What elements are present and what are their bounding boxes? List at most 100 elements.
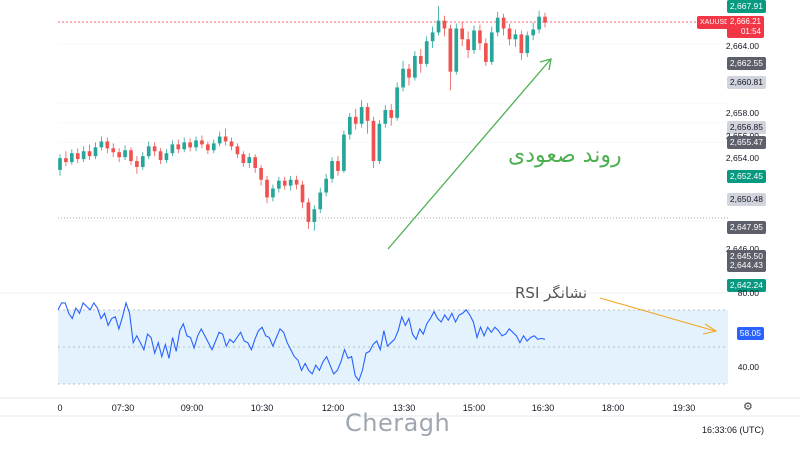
candle-body <box>495 17 500 33</box>
candle-body <box>64 158 68 163</box>
candle-body <box>288 179 293 186</box>
candle-body <box>129 150 133 162</box>
candle-body <box>146 146 151 157</box>
candle-body <box>164 153 169 161</box>
time-axis-label: 15:00 <box>462 403 486 413</box>
candle-body <box>478 30 482 44</box>
candle-body <box>312 209 317 222</box>
candle-body <box>188 142 192 148</box>
candle-body <box>466 39 470 51</box>
candle-body <box>306 202 311 222</box>
candle-body <box>519 34 524 54</box>
watermark-logo: Cheragh <box>345 409 451 437</box>
candle-body <box>448 28 453 72</box>
candles <box>58 5 547 231</box>
candle-body <box>383 110 388 124</box>
candle-body <box>282 180 287 186</box>
candle-body <box>371 120 376 162</box>
candle-body <box>229 141 234 147</box>
price-axis-label: 2,650.48 <box>726 193 766 206</box>
rsi-indicator-annotation: نشانگر RSI <box>515 284 588 302</box>
price-axis-label: 2,660.81 <box>726 76 766 89</box>
candle-body <box>247 157 252 164</box>
candle-body <box>300 184 305 203</box>
rsi-value-badge: 58.05 <box>736 327 764 340</box>
candle-body <box>347 116 352 135</box>
candle-body <box>318 192 323 210</box>
candle-body <box>117 152 121 158</box>
candle-body <box>430 32 435 42</box>
candle-body <box>531 29 536 36</box>
gear-icon[interactable]: ⚙ <box>743 401 753 413</box>
candle-body <box>401 68 405 88</box>
candle-body <box>265 179 269 198</box>
candle-body <box>253 157 258 168</box>
candle-body <box>294 179 299 185</box>
candle-body <box>395 87 399 118</box>
price-gridlines <box>58 43 728 222</box>
candle-body <box>353 116 358 124</box>
candle-body <box>342 134 346 171</box>
rsi-axis-label-80: 80.00 <box>737 288 759 298</box>
rsi-pointer-arrowhead-icon <box>702 323 718 335</box>
candle-body <box>407 68 411 78</box>
candle-body <box>176 144 181 150</box>
candle-body <box>170 144 175 154</box>
rsi-axis-label-40: 40.00 <box>737 362 759 372</box>
candle-body <box>81 151 86 160</box>
time-axis-label: 10:30 <box>250 403 274 413</box>
price-axis-label: 2,662.55 <box>726 57 766 70</box>
candle-body <box>454 28 459 72</box>
candle-body <box>489 32 494 62</box>
price-axis-label: 2,664.00 <box>725 41 759 51</box>
candle-body <box>336 161 340 171</box>
candle-body <box>194 140 198 148</box>
candle-body <box>217 136 222 144</box>
candle-body <box>241 154 246 164</box>
time-axis-label: 13:30 <box>392 403 416 413</box>
time-axis-label: 0 <box>57 403 63 413</box>
candle-body <box>413 55 417 78</box>
price-axis-label: 2,667.91 <box>726 0 766 13</box>
price-axis-label: 2,655.47 <box>726 136 766 149</box>
time-axis-label: 19:30 <box>672 403 696 413</box>
candle-body <box>75 153 80 160</box>
clock[interactable]: 16:33:06 (UTC) <box>701 425 764 435</box>
current-price-value: 2,666.21 <box>729 17 761 26</box>
time-axis-label: 09:00 <box>180 403 204 413</box>
candle-body <box>324 178 328 193</box>
candle-body <box>418 55 423 64</box>
candle-body <box>537 16 541 30</box>
candle-body <box>211 143 216 151</box>
candle-body <box>223 136 228 142</box>
time-axis-label: 12:00 <box>321 403 345 413</box>
candle-body <box>442 20 447 29</box>
candle-body <box>330 161 334 179</box>
candle-body <box>158 151 163 161</box>
candle-body <box>152 146 157 152</box>
candle-body <box>472 30 476 51</box>
candle-body <box>365 107 370 121</box>
rsi-line <box>57 300 546 383</box>
price-axis-label: 2,658.00 <box>725 108 759 118</box>
symbol-badge: XAUUSD <box>697 16 733 29</box>
candle-body <box>460 28 465 40</box>
candle-body <box>87 151 92 157</box>
candle-body <box>359 107 364 124</box>
candle-body <box>135 161 139 167</box>
rsi-pointer-arrow-line <box>599 297 716 332</box>
trend-arrow-line <box>387 59 551 250</box>
candle-body <box>513 34 518 40</box>
price-axis-label: 2,654.00 <box>725 153 759 163</box>
candle-body <box>525 35 530 54</box>
candle-body <box>501 17 506 29</box>
candle-body <box>200 140 204 145</box>
trend-arrowhead-icon <box>539 58 552 71</box>
price-axis-label: 2,642.24 <box>726 279 766 292</box>
candle-body <box>69 153 74 163</box>
time-axis-label: 18:00 <box>601 403 625 413</box>
candle-body <box>277 180 281 189</box>
candle-body <box>140 156 145 167</box>
time-axis-label: 16:30 <box>531 403 555 413</box>
